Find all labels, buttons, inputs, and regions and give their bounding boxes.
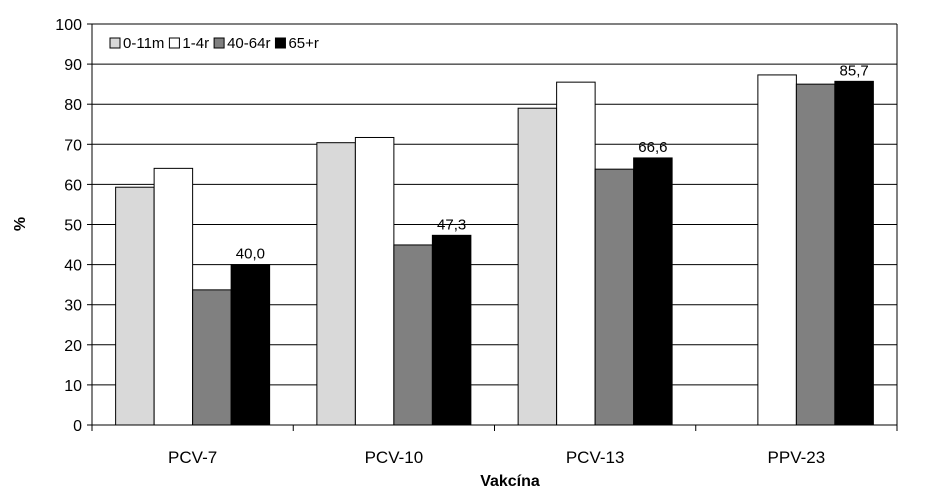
legend-label: 40-64r bbox=[227, 35, 270, 52]
y-tick-label: 100 bbox=[55, 17, 82, 34]
legend-label: 1-4r bbox=[182, 35, 209, 52]
y-tick-label: 90 bbox=[64, 57, 82, 74]
bar bbox=[633, 157, 673, 426]
bar bbox=[431, 234, 472, 426]
data-labels: 40,0 47,3 66,6 85,7 bbox=[236, 62, 869, 262]
y-tick-label: 10 bbox=[64, 378, 82, 395]
y-tick-label: 60 bbox=[64, 177, 82, 194]
y-tick-label: 40 bbox=[64, 258, 82, 275]
legend-swatch bbox=[168, 37, 180, 49]
bar bbox=[192, 289, 232, 426]
x-tick-label: PCV-13 bbox=[566, 448, 625, 467]
x-tick-label: PPV-23 bbox=[768, 448, 826, 467]
data-label: 66,6 bbox=[638, 139, 667, 156]
y-tick-label: 80 bbox=[64, 97, 82, 114]
bar bbox=[834, 80, 874, 426]
y-tick-label: 30 bbox=[64, 298, 82, 315]
axes: 0 10 20 30 40 50 60 70 80 90 100 PCV-7 PCV-10 PCV-13 P… bbox=[55, 17, 898, 467]
bar bbox=[517, 107, 558, 426]
data-label: 40,0 bbox=[236, 246, 265, 263]
bar bbox=[393, 244, 433, 426]
bar bbox=[153, 167, 194, 426]
x-tick-label: PCV-7 bbox=[168, 448, 217, 467]
y-tick-label: 70 bbox=[64, 137, 82, 154]
bar bbox=[594, 168, 635, 426]
x-tick-label: PCV-10 bbox=[365, 448, 424, 467]
x-axis-title: Vakcína bbox=[480, 473, 540, 488]
legend-swatch bbox=[274, 37, 286, 49]
bar bbox=[556, 81, 596, 426]
bar bbox=[354, 136, 395, 426]
bar bbox=[795, 83, 836, 426]
bars bbox=[115, 74, 874, 426]
legend-label: 0-11m bbox=[123, 35, 164, 52]
bar bbox=[115, 186, 155, 426]
bar bbox=[230, 264, 271, 426]
y-tick-label: 50 bbox=[64, 218, 82, 235]
bar bbox=[757, 74, 797, 426]
data-label: 85,7 bbox=[840, 62, 869, 79]
data-label: 47,3 bbox=[437, 216, 466, 233]
y-tick-label: 20 bbox=[64, 338, 82, 355]
legend: 0-11m 1-4r 40-64r 65+r bbox=[109, 35, 319, 52]
y-tick-label: 0 bbox=[73, 418, 82, 435]
bar bbox=[316, 142, 356, 426]
legend-swatch bbox=[109, 37, 121, 49]
legend-swatch bbox=[213, 37, 225, 49]
y-axis-title: % bbox=[12, 217, 29, 231]
legend-label: 65+r bbox=[288, 35, 318, 52]
